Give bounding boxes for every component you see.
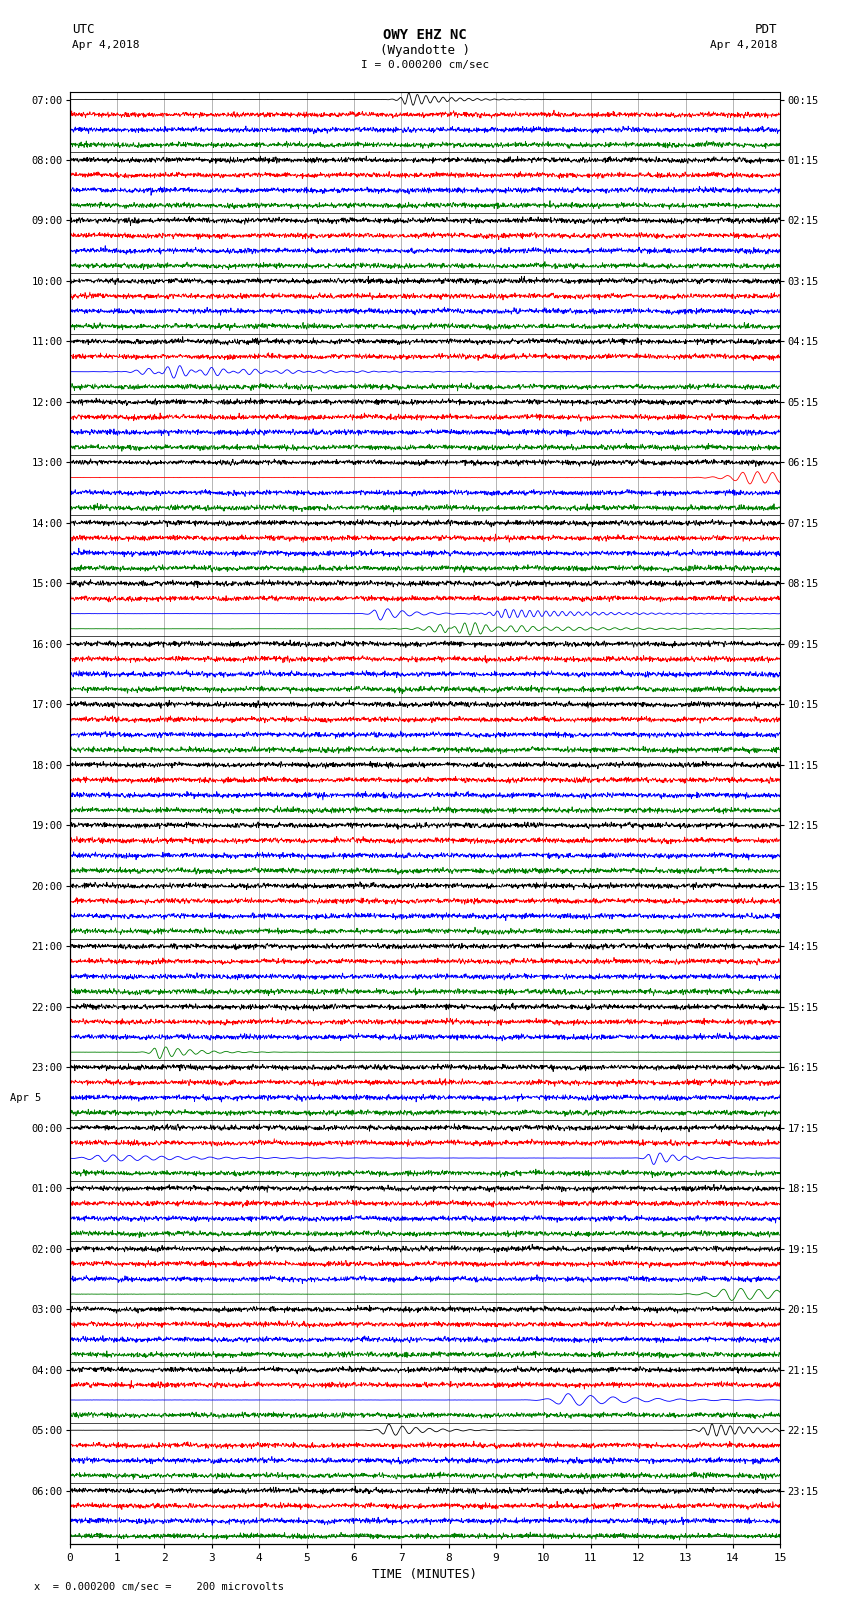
X-axis label: TIME (MINUTES): TIME (MINUTES) <box>372 1568 478 1581</box>
Text: x  = 0.000200 cm/sec =    200 microvolts: x = 0.000200 cm/sec = 200 microvolts <box>34 1582 284 1592</box>
Text: OWY EHZ NC: OWY EHZ NC <box>383 29 467 42</box>
Text: Apr 4,2018: Apr 4,2018 <box>72 40 139 50</box>
Text: I = 0.000200 cm/sec: I = 0.000200 cm/sec <box>361 60 489 69</box>
Text: Apr 5: Apr 5 <box>10 1092 42 1103</box>
Text: UTC: UTC <box>72 23 94 35</box>
Text: Apr 4,2018: Apr 4,2018 <box>711 40 778 50</box>
Text: PDT: PDT <box>756 23 778 35</box>
Text: (Wyandotte ): (Wyandotte ) <box>380 44 470 56</box>
